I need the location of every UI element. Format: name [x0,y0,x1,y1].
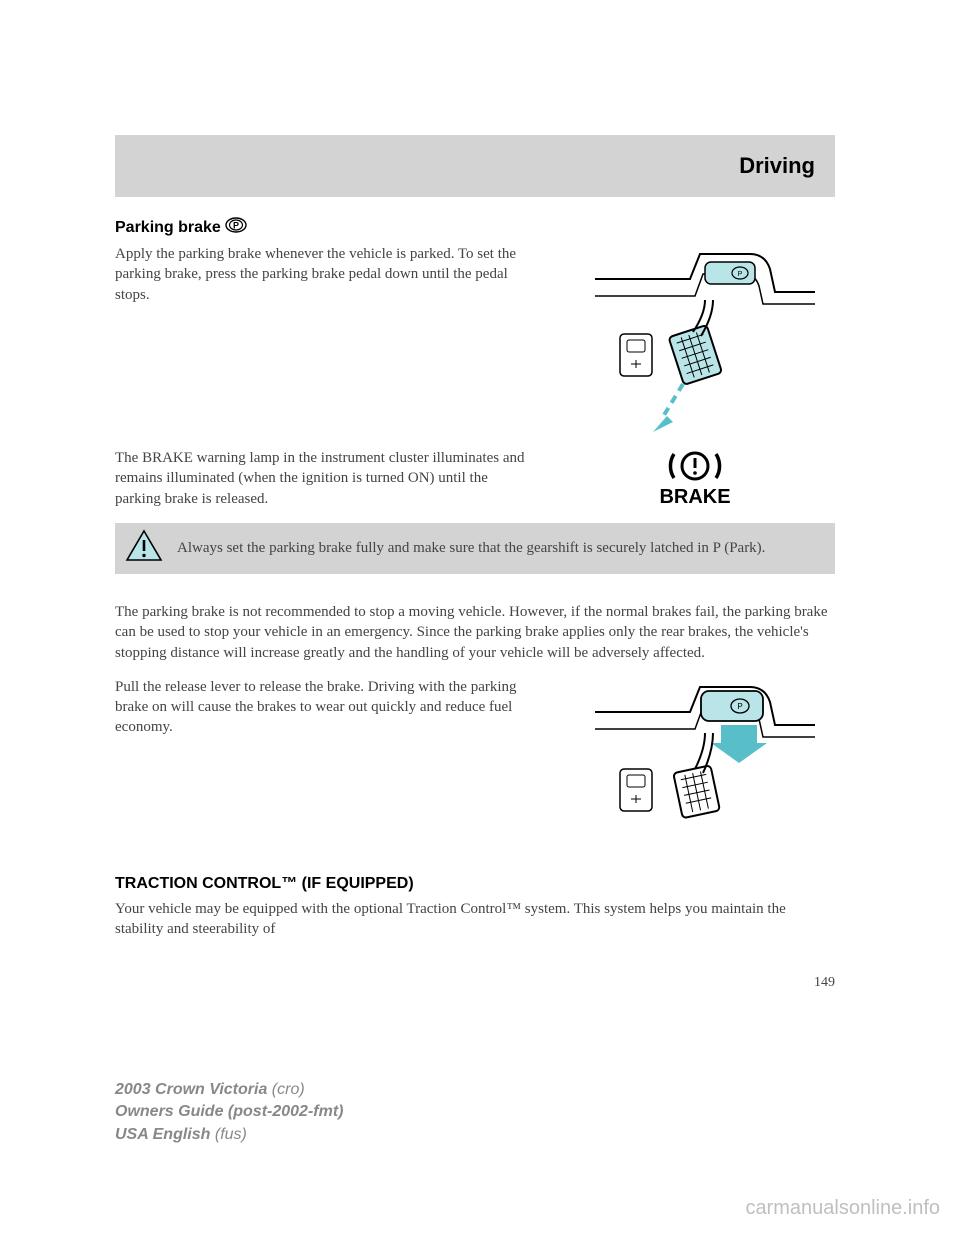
footer-line-3: USA English (fus) [115,1124,343,1146]
parking-brake-heading: Parking brake P [115,217,835,238]
brake-warning-icon: BRAKE [555,448,835,509]
row-brake-lamp: The BRAKE warning lamp in the instrument… [115,448,835,509]
footer: 2003 Crown Victoria (cro) Owners Guide (… [115,1079,343,1146]
heading-text: Parking brake [115,219,221,237]
footer-code-3: (fus) [215,1126,247,1143]
row-release-lever: Pull the release lever to release the br… [115,677,835,857]
warning-box: Always set the parking brake fully and m… [115,523,835,574]
warning-triangle-icon [125,529,163,568]
para-release-lever: Pull the release lever to release the br… [115,677,535,857]
page-number: 149 [115,975,835,991]
svg-text:P: P [738,271,743,278]
traction-control-heading: TRACTION CONTROL™ (IF EQUIPPED) [115,875,835,893]
svg-text:P: P [737,702,742,711]
para-not-recommended: The parking brake is not recommended to … [115,602,835,663]
row-apply-brake: Apply the parking brake whenever the veh… [115,244,835,434]
footer-code-1: (cro) [272,1081,305,1098]
footer-lang: USA English [115,1126,215,1143]
brake-label: BRAKE [659,486,730,509]
pedal-release-illustration: P [555,677,835,857]
footer-line-1: 2003 Crown Victoria (cro) [115,1079,343,1101]
para-traction-control: Your vehicle may be equipped with the op… [115,899,835,940]
page-container: Driving Parking brake P Apply the parkin… [115,135,835,991]
footer-guide: Owners Guide (post-2002-fmt) [115,1103,343,1120]
footer-line-2: Owners Guide (post-2002-fmt) [115,1101,343,1123]
pedal-press-illustration: P [555,244,835,434]
p-in-oval-icon: P [225,217,247,238]
warning-text: Always set the parking brake fully and m… [177,538,765,558]
svg-text:P: P [233,221,239,231]
watermark: carmanualsonline.info [745,1197,940,1220]
para-brake-lamp: The BRAKE warning lamp in the instrument… [115,448,535,509]
heading-text-tc: TRACTION CONTROL™ (IF EQUIPPED) [115,875,414,893]
header-title: Driving [739,153,815,179]
footer-model: 2003 Crown Victoria [115,1081,272,1098]
header-bar: Driving [115,135,835,197]
para-apply-brake: Apply the parking brake whenever the veh… [115,244,535,434]
